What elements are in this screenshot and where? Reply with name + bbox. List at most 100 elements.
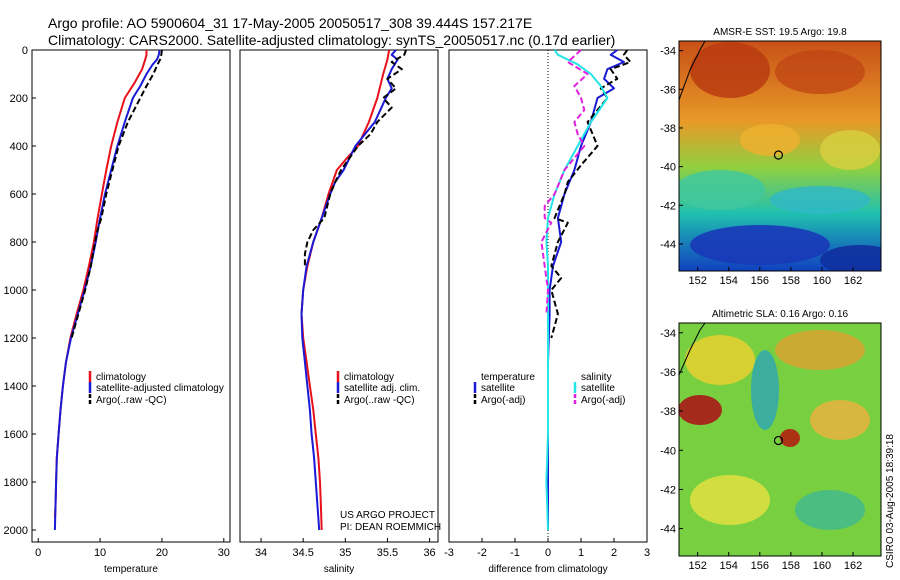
sst-warm-eddy [775,50,865,94]
sst-map-panel: AMSR-E SST: 19.5 Argo: 19.8 152 154 156 158… [660,27,882,287]
series-line-temperature-argo-adj [550,49,632,339]
map-y-tick-label: -44 [660,239,676,251]
x-tick-label: 35.5 [377,547,398,559]
series-line-satellite-adj-clim [300,49,399,531]
sla-map-panel: Altimetric SLA: 0.16 Argo: 0.16 152 154 15… [660,309,882,572]
map-y-tick-label: -38 [660,406,676,418]
map-x-tick-label: 158 [782,275,800,287]
sst-cool-patch [679,170,765,210]
map-y-tick-label: -34 [660,328,676,340]
temperature-axes-frame [31,49,231,543]
x-tick-label: 36 [423,547,435,559]
difference-xlabel: difference from climatology [488,564,607,575]
map-y-tick-label: -40 [660,445,676,457]
salinity-panel: 34 34.5 35 35.5 36 salinity climatology sate… [239,49,441,575]
series-line-temperature-satellite [547,49,625,530]
series-line-argo-raw-qc [303,49,407,266]
sla-high-patch [775,330,865,370]
sla-low-patch [795,490,865,530]
map-y-tick-label: -36 [660,84,676,96]
y-tick-label: 1000 [4,285,28,297]
series-line-argo-raw-qc [70,49,163,339]
series-line-salinity-argo-adj [540,49,589,315]
temperature-panel: 0 10 20 30 0 200 400 600 800 1000 1200 1400 1600 1800… [4,45,231,575]
legend-label-sal-argo: Argo(-adj) [581,395,625,406]
sst-float-marker [773,150,784,160]
figure-title-line2: Climatology: CARS2000. Satellite-adjuste… [48,32,615,48]
legend-label-argo: Argo(..raw -QC) [344,395,415,406]
sla-map-frame [678,322,882,557]
salinity-xlabel: salinity [324,564,355,575]
map-y-tick-label: -36 [660,367,676,379]
x-tick-label: 1 [578,547,584,559]
sst-map-title: AMSR-E SST: 19.5 Argo: 19.8 [713,27,847,38]
series-line-satellite-adjusted-climatology [53,49,161,531]
sla-map-image [679,323,881,556]
map-x-tick-label: 156 [751,560,769,572]
side-stamp: CSIRO 03-Aug-2005 18:39:18 [885,434,896,568]
sla-map-title: Altimetric SLA: 0.16 Argo: 0.16 [712,309,849,320]
sst-map-image [679,41,881,271]
x-tick-label: 20 [156,547,168,559]
y-tick-label: 1800 [4,477,28,489]
x-tick-label: 35 [339,547,351,559]
temperature-xlabel: temperature [104,564,158,575]
sla-float-marker [773,435,784,446]
sst-warm-patch [740,124,800,156]
salinity-axes-frame [239,49,439,543]
sla-high-patch [685,335,755,385]
credit-project: US ARGO PROJECT [340,510,435,521]
sst-warm-eddy [690,42,770,98]
y-tick-label: 400 [10,141,28,153]
sla-max-patch [679,395,722,425]
salinity-legend: climatology satellite adj. clim. Argo(..… [336,371,420,406]
sst-map-frame [678,40,882,272]
sst-mid-patch [820,130,880,170]
sst-cold-patch [820,245,881,271]
legend-label-climatology: climatology [344,372,394,383]
map-y-tick-label: -42 [660,484,676,496]
x-tick-label: 2 [611,547,617,559]
difference-panel: -3 -2 -1 0 1 2 3 difference from climatology t… [444,49,650,575]
sla-coastline [679,323,706,376]
x-tick-label: 0 [545,547,551,559]
sla-high-patch [690,475,770,525]
figure-title-line1: Argo profile: AO 5900604_31 17-May-2005 … [48,15,532,31]
map-y-tick-label: -34 [660,46,676,58]
legend-title-salinity: salinity [581,372,612,383]
map-x-tick-label: 162 [844,275,862,287]
map-y-tick-label: -40 [660,162,676,174]
legend-label-temp-satellite: satellite [481,383,515,394]
x-tick-label: -2 [477,547,487,559]
y-tick-label: 0 [22,45,28,57]
map-x-tick-label: 154 [720,275,738,287]
sla-high-patch [810,400,870,440]
y-tick-label: 1200 [4,333,28,345]
x-tick-label: 0 [35,547,41,559]
legend-label-temp-argo: Argo(-adj) [481,395,525,406]
x-tick-label: 30 [218,547,230,559]
y-tick-label: 1600 [4,429,28,441]
x-tick-label: 3 [644,547,650,559]
x-tick-label: 34.5 [292,547,313,559]
map-x-tick-label: 152 [688,275,706,287]
legend-label-satellite-adjusted: satellite-adjusted climatology [96,383,224,394]
map-x-tick-label: 158 [782,560,800,572]
difference-legend: temperature satellite Argo(-adj) salinit… [473,372,625,406]
map-x-tick-label: 154 [720,560,738,572]
credit-pi: PI: DEAN ROEMMICH [340,522,441,533]
legend-title-temperature: temperature [481,372,535,383]
y-tick-label: 600 [10,189,28,201]
x-tick-label: 34 [255,547,267,559]
legend-label-climatology: climatology [96,372,146,383]
x-tick-label: 10 [94,547,106,559]
map-x-tick-label: 152 [688,560,706,572]
legend-label-satellite-adj: satellite adj. clim. [344,383,420,394]
sla-max-patch [780,429,800,447]
map-y-tick-label: -42 [660,200,676,212]
map-x-tick-label: 156 [751,275,769,287]
y-tick-label: 1400 [4,381,28,393]
sst-cold-patch [690,225,830,265]
sst-coastline [679,41,706,101]
